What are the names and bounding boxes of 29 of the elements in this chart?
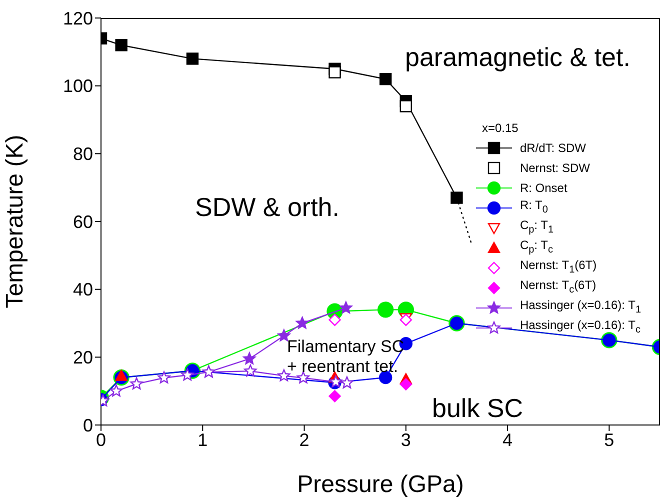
x-tick-label: 3 [400,430,411,450]
x-axis-title: Pressure (GPa) [297,471,464,498]
y-tick-label: 80 [72,144,93,164]
x-tick-label: 2 [299,430,310,450]
x-tick-label: 5 [604,430,614,450]
legend-title: x=0.15 [480,120,520,137]
y-axis-title: Temperature (K) [2,134,29,308]
x-tick-label: 4 [502,430,513,450]
y-tick-label: 0 [82,415,93,436]
legend-label: C$_{p}$: T$_{1}$ [520,218,554,236]
legend-label: Nernst: T$_{1}$(6T) [520,258,597,276]
y-tick-label: 20 [72,348,93,368]
legend-label: Nernst: SDW [520,160,590,177]
annotation: SDW & orth. [195,192,340,224]
legend-label: Hassinger (x=0.16): T$_{c}$ [520,317,640,338]
y-tick-label: 100 [62,76,93,96]
x-tick-label: 0 [96,430,106,450]
legend-label: C$_{p}$: T$_{c}$ [520,238,553,256]
legend-label: Nernst: T$_{c}$(6T) [520,278,596,296]
legend-label: dR/dT: SDW [520,140,586,157]
annotation: paramagnetic & tet. [405,42,630,74]
x-tick-label: 1 [198,430,208,450]
legend-label: R: Onset [520,180,568,197]
y-tick-label: 120 [62,8,93,28]
y-tick-label: 40 [72,280,93,300]
y-tick-label: 60 [72,212,93,232]
annotation: bulk SC [432,393,524,424]
legend-label: R: T$_{0}$ [520,198,548,216]
legend-label: Hassinger (x=0.16): T$_{1}$ [520,298,641,316]
